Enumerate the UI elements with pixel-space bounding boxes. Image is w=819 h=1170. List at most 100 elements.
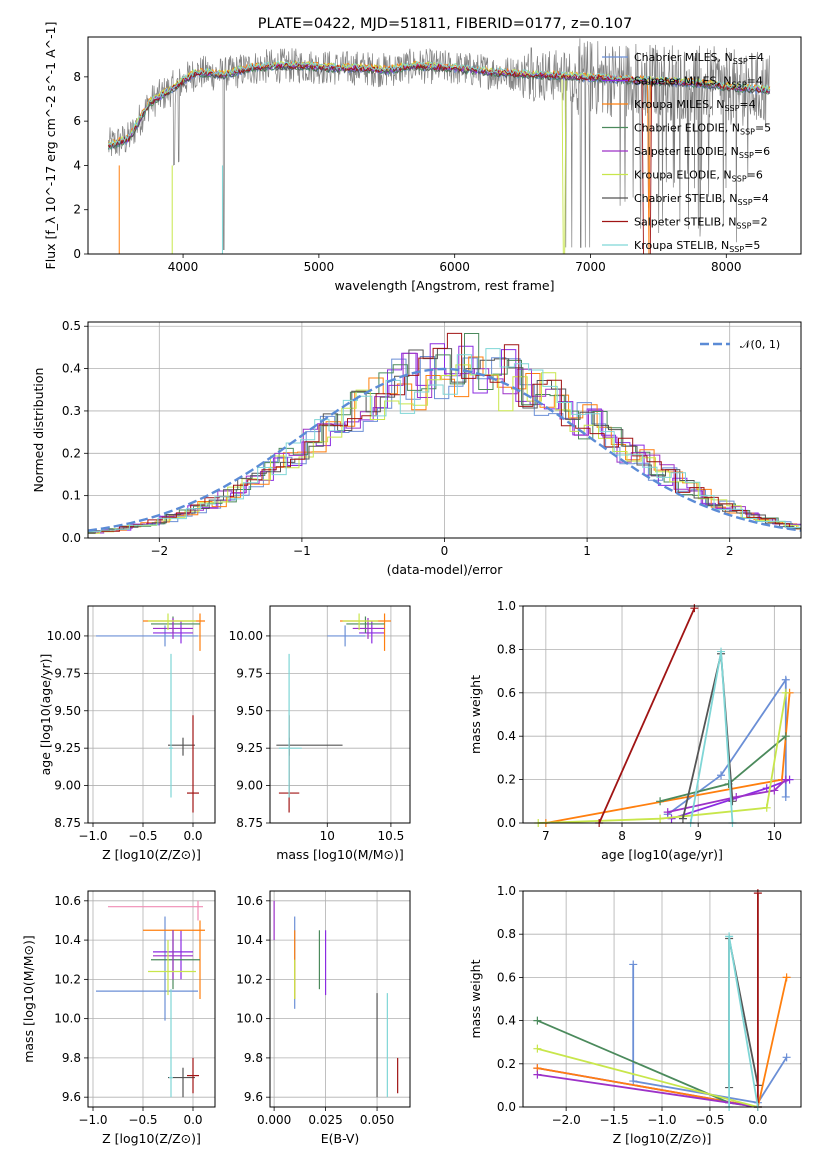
weight-series-line [728,936,759,1108]
weight-point-marker [781,675,790,684]
weight-series-line [545,692,791,824]
x-axis-label: E(B-V) [321,1131,360,1146]
x-tick-label: 0.0 [183,1113,202,1127]
weight-series-line [632,964,788,1104]
y-tick-label: 9.25 [54,741,81,755]
y-tick-label: 9.8 [244,1051,263,1065]
x-tick-label: 0.0 [748,1113,767,1127]
x-tick-label: 0.000 [257,1113,291,1127]
legend-entry: 𝒩(0, 1) [740,338,780,351]
x-tick-label: 8 [618,829,626,843]
y-tick-label: 9.75 [236,666,263,680]
y-tick-label: 0.2 [497,1057,516,1071]
x-tick-label: 0.0 [183,829,202,843]
x-tick-label: −1.0 [647,1113,676,1127]
y-tick-label: 10.0 [54,1012,81,1026]
x-tick-label: −0.5 [695,1113,724,1127]
y-tick-label: 0.5 [62,319,81,333]
axes-frame [522,890,802,1108]
weight-point-marker [781,775,790,784]
x-tick-label: 10.5 [378,829,405,843]
y-tick-label: 9.6 [244,1090,263,1104]
axes-frame [87,321,802,539]
y-tick-label: 0.4 [62,362,81,376]
x-tick-label: −1.5 [599,1113,628,1127]
y-tick-label: 1.0 [497,599,516,613]
axes-frame [269,605,411,824]
x-tick-label: 2 [726,544,734,558]
weight-point-marker [781,792,790,801]
y-tick-label: 1.0 [497,884,516,898]
y-tick-label: 9.8 [62,1051,81,1065]
weight-point-marker [533,1070,542,1079]
weight-point-marker [690,604,699,613]
weight-point-marker [629,1077,638,1086]
y-tick-label: 9.50 [54,704,81,718]
y-tick-label: 10.00 [47,629,81,643]
weight-point-marker [533,1016,542,1025]
y-tick-label: 0.0 [62,531,81,545]
x-tick-label: 1 [583,544,591,558]
figure-title: PLATE=0422, MJD=51811, FIBERID=0177, z=0… [258,16,632,32]
y-tick-label: 8.75 [236,816,263,830]
x-axis-label: wavelength [Angstrom, rest frame] [334,278,554,293]
weight-point-marker [678,814,687,823]
weight-point-marker [782,1053,791,1062]
y-tick-label: 6 [73,114,81,128]
weight-point-marker [717,771,726,780]
x-axis-label: Z [log10(Z/Z⊙)] [102,1131,201,1146]
age-vs-mass-panel: 10 10.5 8.75 9.00 9.25 9.50 9.75 10.00 mass [log… [229,605,411,862]
legend-entry: Salpeter MILES, NSSP=4 [634,75,763,90]
x-axis-label: (data-model)/error [387,562,504,577]
spectrum-panel: 4000 5000 6000 7000 8000 0 2 4 6 8 wavelength [Ang… [43,22,802,293]
x-tick-label: 0.025 [308,1113,342,1127]
weight-series-line [537,1073,759,1108]
x-tick-label: −2 [150,544,168,558]
weight-point-marker [656,797,665,806]
y-tick-label: 4 [73,158,81,172]
axes-frame [87,36,802,255]
x-tick-label: 7 [542,829,550,843]
weight-series-line [667,778,787,813]
weight-series-line [538,692,787,824]
weight-point-marker [781,688,790,697]
x-tick-label: 7000 [575,260,606,274]
weight-point-marker [656,814,665,823]
y-tick-label: 8.75 [54,816,81,830]
y-tick-label: 2 [73,203,81,217]
y-tick-label: 9.6 [62,1090,81,1104]
y-tick-label: 0.4 [497,1014,516,1028]
y-axis-label: mass [log10(M/M⊙)] [21,935,36,1063]
x-tick-label: 10 [320,829,335,843]
weight-point-marker [717,647,726,656]
x-tick-label: 8000 [711,260,742,274]
y-tick-label: 0.4 [497,729,516,743]
weight-point-marker [728,797,737,806]
normal-curve-line [87,367,802,532]
weight-series-line [689,651,734,824]
weight-point-marker [762,803,771,812]
histogram-step-line [88,333,801,533]
axes-frame [269,890,411,1108]
x-tick-label: 0 [441,544,449,558]
histogram-step-line [88,356,801,534]
x-tick-label: 4000 [168,260,199,274]
x-tick-label: 5000 [304,260,335,274]
mass-vs-ebv-panel: 0.000 0.025 0.050 9.6 9.8 10.0 10.2 10.4 10.6 E(B… [236,890,411,1146]
histogram-step-line [88,348,801,532]
mass-vs-metallicity-panel: −1.0 −0.5 0.0 9.6 9.8 10.0 10.2 10.4 10.6 Z [log1… [21,890,216,1146]
weight-point-marker [781,732,790,741]
legend-entry: Salpeter STELIB, NSSP=2 [634,216,768,231]
y-axis-label: Flux [f_λ 10^-17 erg cm^-2 s^-1 A^-1] [43,22,58,270]
y-tick-label: 9.25 [236,741,263,755]
weight-point-marker [753,889,762,898]
y-tick-label: 10.00 [229,629,263,643]
x-tick-label: −1.0 [78,829,107,843]
weight-point-marker [629,960,638,969]
weight-point-marker [725,932,734,941]
legend-entry: Salpeter ELODIE, NSSP=6 [634,145,770,160]
residual-histogram-panel: −2 −1 0 1 2 0.0 0.1 0.2 0.3 0.4 0.5 (data-model)/er… [31,319,802,577]
y-axis-label: mass weight [468,675,483,754]
histogram-step-line [88,356,801,534]
